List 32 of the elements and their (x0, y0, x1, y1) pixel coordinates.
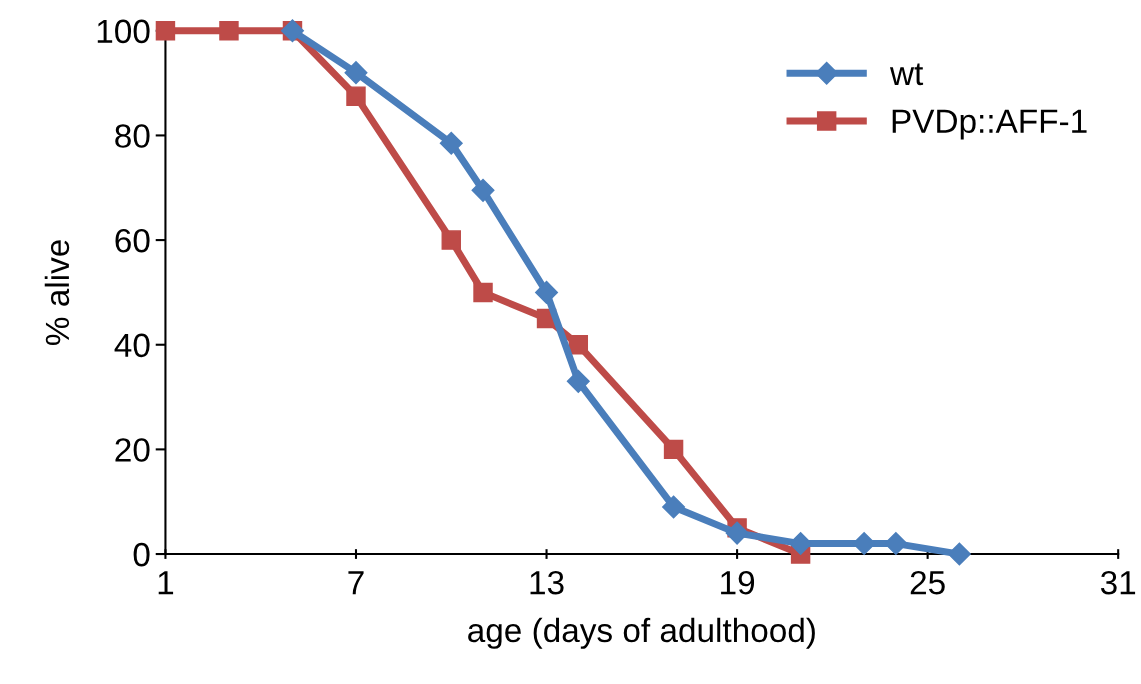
x-tick-label: 31 (1100, 570, 1136, 595)
y-tick-label: 40 (114, 333, 150, 358)
y-tick-label: 80 (115, 124, 150, 148)
point (663, 439, 684, 460)
x-tick-label: 25 (910, 570, 945, 595)
point (346, 86, 366, 106)
point (568, 335, 589, 355)
x-axis-title: age (days of adulthood) (468, 617, 815, 649)
point (439, 131, 463, 155)
point (566, 369, 590, 393)
point (725, 521, 749, 545)
point (662, 495, 686, 519)
point (473, 282, 493, 303)
y-axis-title: % alive (44, 240, 70, 345)
point (219, 21, 239, 41)
point (535, 280, 559, 304)
point (884, 532, 908, 556)
y-tick-label: 0 (133, 542, 150, 567)
legend-label: PVDp::AFF-1 (892, 109, 1087, 140)
x-tick-label: 19 (721, 570, 755, 595)
point (344, 61, 368, 85)
y-tick-label: 60 (115, 228, 150, 253)
point (471, 178, 495, 202)
y-tick-label: 20 (115, 438, 150, 462)
legend-label: wt (889, 63, 924, 86)
x-tick-label: 1 (158, 571, 174, 595)
point (155, 21, 176, 41)
y-tick-label: 100 (97, 19, 150, 44)
x-tick-label: 13 (530, 570, 564, 595)
point (947, 542, 971, 566)
x-tick-label: 7 (348, 571, 364, 595)
point (441, 230, 461, 250)
